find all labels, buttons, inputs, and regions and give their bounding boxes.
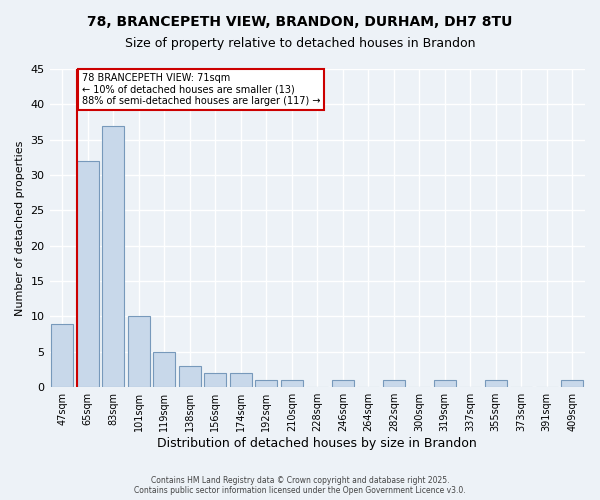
Bar: [52, 324, 73, 387]
Bar: [485, 380, 506, 387]
Bar: [77, 161, 98, 387]
Bar: [103, 126, 124, 387]
Bar: [332, 380, 353, 387]
Bar: [179, 366, 200, 387]
Bar: [230, 373, 251, 387]
Text: 78 BRANCEPETH VIEW: 71sqm
← 10% of detached houses are smaller (13)
88% of semi-: 78 BRANCEPETH VIEW: 71sqm ← 10% of detac…: [82, 72, 320, 106]
X-axis label: Distribution of detached houses by size in Brandon: Distribution of detached houses by size …: [157, 437, 477, 450]
Bar: [256, 380, 277, 387]
Text: Size of property relative to detached houses in Brandon: Size of property relative to detached ho…: [125, 38, 475, 51]
Bar: [562, 380, 583, 387]
Text: Contains HM Land Registry data © Crown copyright and database right 2025.
Contai: Contains HM Land Registry data © Crown c…: [134, 476, 466, 495]
Bar: [128, 316, 149, 387]
Bar: [154, 352, 175, 387]
Bar: [205, 373, 226, 387]
Bar: [383, 380, 404, 387]
Y-axis label: Number of detached properties: Number of detached properties: [15, 140, 25, 316]
Text: 78, BRANCEPETH VIEW, BRANDON, DURHAM, DH7 8TU: 78, BRANCEPETH VIEW, BRANDON, DURHAM, DH…: [88, 15, 512, 29]
Bar: [281, 380, 302, 387]
Bar: [434, 380, 455, 387]
